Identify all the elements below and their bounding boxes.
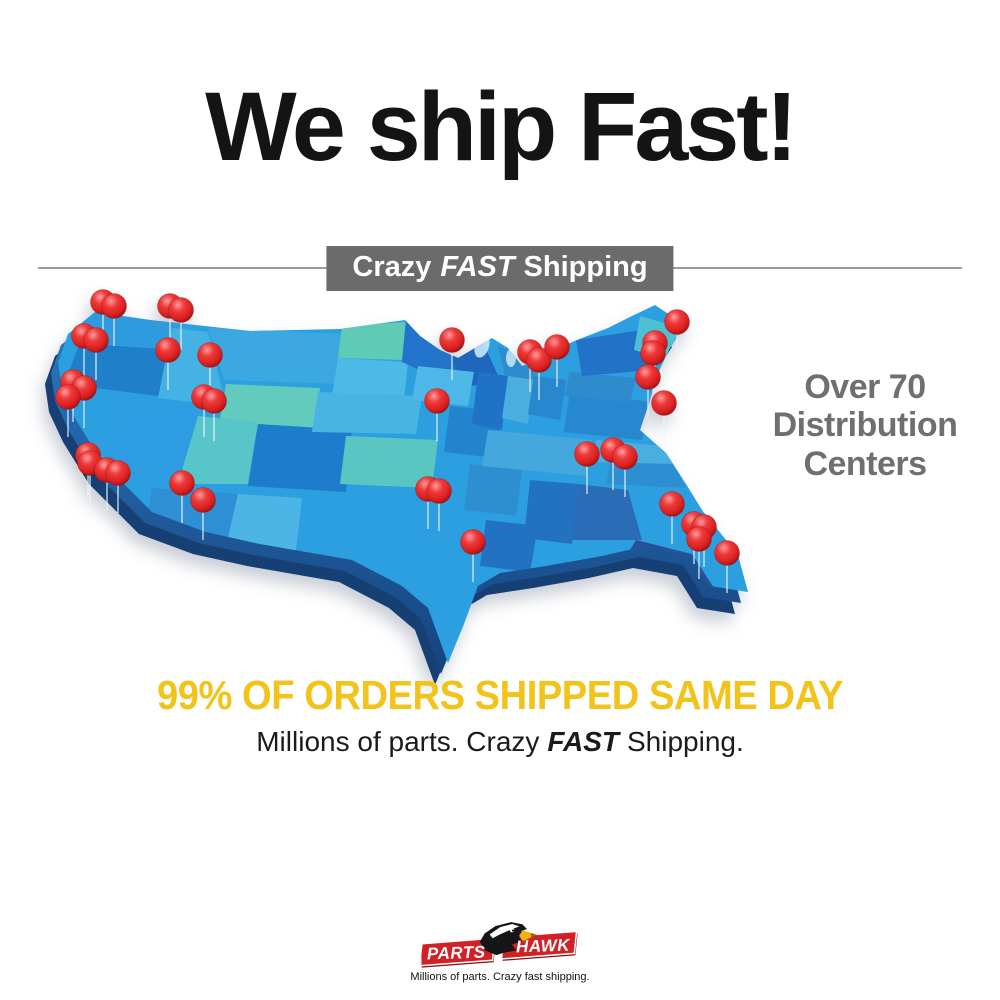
hawk-icon [479,922,537,956]
map-pin [55,384,81,437]
map-pin [83,327,109,380]
caption-line-1: Over 70 [804,368,926,406]
pin-layer [55,289,740,593]
map-pin [169,470,195,523]
sub-headline-prefix: Millions of parts. Crazy [256,726,540,757]
logo-hawk-text: HAWK [516,936,572,957]
sub-headline-emph: FAST [547,726,619,757]
map-pin [635,364,661,417]
map-pin [105,460,131,513]
map-pin [168,297,194,350]
partshawk-logo-svg: PARTS HAWK [420,922,578,968]
map-pin [439,327,465,380]
logo-tagline: Millions of parts. Crazy fast shipping. [410,971,590,983]
map-pin [526,347,552,400]
usa-map-svg [45,289,748,685]
sub-headline-suffix: Shipping. [626,726,744,757]
map-pin [544,334,570,387]
badge-text-suffix: Shipping [523,251,648,283]
map-pin [714,540,740,593]
map-pin [424,388,450,441]
map-pin [426,478,452,531]
shipping-badge: Crazy FAST Shipping [326,246,674,291]
map-pin [460,529,486,582]
logo-parts-text: PARTS [427,943,486,964]
map-pin [612,444,638,497]
badge-text-prefix: Crazy [352,251,432,283]
map-pin [651,390,677,443]
distribution-centers-caption: Over 70 Distribution Centers [742,368,988,483]
map-pin [155,337,181,390]
map-pin [659,491,685,544]
page-title: We ship Fast! [205,71,798,181]
same-day-headline: 99% OF ORDERS SHIPPED SAME DAY [157,672,843,718]
caption-line-3: Centers [803,444,927,483]
sub-headline: Millions of parts. Crazy FAST Shipping. [0,726,1000,758]
map-pin [664,309,690,362]
lake-shape [506,349,516,367]
map-pin [190,487,216,540]
map-pin [686,526,712,579]
usa-distribution-map [30,288,760,688]
map-pin [574,441,600,494]
map-pin [201,388,227,441]
logo-bands [420,930,578,968]
badge-text-emph: FAST [440,251,515,283]
caption-line-2: Distribution [772,406,958,445]
map-pin [101,293,127,346]
partshawk-logo: PARTS HAWK Millions of parts. Crazy fast… [0,920,1000,983]
